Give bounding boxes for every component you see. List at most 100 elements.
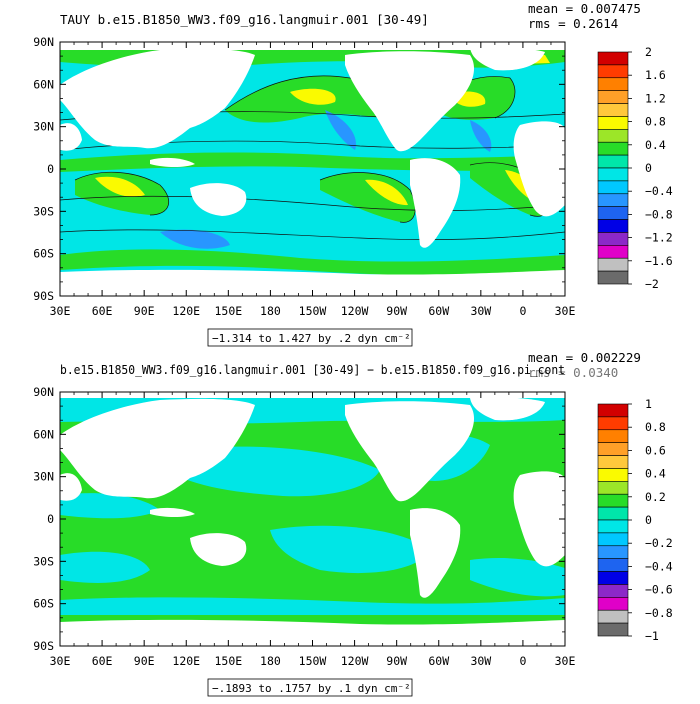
x-tick-label: 180 — [260, 304, 281, 318]
panel-difference: b.e15.B1850_WW3.f09_g16.langmuir.001 [30… — [33, 350, 673, 697]
colorbar-swatch — [597, 429, 629, 443]
y-tick-label: 0 — [47, 162, 54, 176]
x-tick-label: 90E — [134, 304, 155, 318]
mean-stat: mean = 0.007475 — [528, 1, 641, 16]
colorbar-label: 1.6 — [645, 68, 666, 82]
colorbar-label: −0.2 — [645, 536, 673, 550]
colorbar-swatch — [597, 116, 629, 130]
y-tick-label: 30S — [33, 554, 54, 568]
x-tick-label: 90W — [386, 304, 407, 318]
colorbar-label: −2 — [645, 277, 659, 291]
colorbar-swatch — [597, 103, 629, 117]
colorbar-label: 0 — [645, 161, 652, 175]
x-tick-label: 0 — [519, 654, 526, 668]
x-tick-label: 150W — [299, 304, 327, 318]
x-tick-label: 120W — [341, 304, 369, 318]
x-tick-label: 60W — [428, 654, 449, 668]
y-tick-label: 60S — [33, 597, 54, 611]
x-tick-label: 90W — [386, 654, 407, 668]
x-tick-label: 30E — [50, 304, 71, 318]
colorbar-swatch — [597, 558, 629, 572]
colorbar-swatch — [597, 270, 629, 285]
colorbar-label: −1.2 — [645, 231, 673, 245]
y-tick-label: 90S — [33, 639, 54, 653]
y-tick-label: 30N — [33, 120, 54, 134]
colorbar-swatch — [597, 167, 629, 182]
y-tick-label: 90N — [33, 35, 54, 49]
colorbar-label: −0.6 — [645, 583, 673, 597]
y-tick-label: 60N — [33, 77, 54, 91]
x-tick-label: 30W — [470, 654, 491, 668]
x-axis-ticks: 30E 60E 90E 120E 150E 180 150W 120W 90W 60W 30W 0 30… — [50, 42, 575, 318]
x-tick-label: 150E — [214, 654, 242, 668]
panel-title: b.e15.B1850_WW3.f09_g16.langmuir.001 [30… — [60, 362, 565, 377]
colorbar-label: 0.4 — [645, 138, 666, 152]
colorbar-label: 0.2 — [645, 490, 666, 504]
panel-total-tauy: TAUY b.e15.B1850_WW3.f09_g16.langmuir.00… — [33, 1, 673, 347]
x-tick-label: 30W — [470, 304, 491, 318]
mean-stat: mean = 0.002229 — [528, 350, 641, 365]
colorbar-label: 0.6 — [645, 443, 666, 457]
colorbar-swatch — [597, 129, 629, 143]
y-tick-label: 60S — [33, 247, 54, 261]
colorbar-swatch — [597, 481, 629, 495]
colorbar-swatch — [597, 609, 629, 624]
colorbar-swatch — [597, 416, 629, 431]
colorbar-swatch — [597, 219, 629, 233]
x-axis-ticks: 30E 60E 90E 120E 150E 180 150W 120W 90W 60W 30W 0 30… — [50, 392, 575, 668]
x-tick-label: 0 — [519, 304, 526, 318]
map-plot-area — [60, 392, 565, 646]
colorbar-swatch — [597, 584, 629, 598]
colorbar-swatch — [597, 141, 629, 156]
contour-range-box — [207, 328, 413, 347]
colorbar-swatch — [597, 571, 629, 585]
colorbar-label: 0.8 — [645, 420, 666, 434]
rms-stat: rms = 0.0340 — [528, 365, 618, 380]
panel-title: TAUY b.e15.B1850_WW3.f09_g16.langmuir.00… — [60, 12, 429, 27]
y-axis-ticks: 90N 60N 30N 0 30S 60S 90S — [33, 385, 565, 653]
y-tick-label: 60N — [33, 427, 54, 441]
y-tick-label: 30N — [33, 470, 54, 484]
x-tick-label: 120E — [172, 654, 200, 668]
colorbar-label: −0.8 — [645, 606, 673, 620]
colorbar: 2 1.6 1.2 0.8 0.4 0 −0.4 −0.8 −1.2 −1.6 −2 — [597, 45, 673, 291]
colorbar-swatch — [597, 232, 629, 246]
colorbar-swatch — [597, 193, 629, 207]
x-tick-label: 30E — [50, 654, 71, 668]
colorbar-swatch — [597, 519, 629, 534]
colorbar-swatch — [597, 51, 629, 66]
colorbar-swatch — [597, 545, 629, 559]
x-tick-label: 180 — [260, 654, 281, 668]
y-tick-label: 90N — [33, 385, 54, 399]
colorbar-label: 1.2 — [645, 91, 666, 105]
colorbar-label: −0.8 — [645, 207, 673, 221]
y-tick-label: 0 — [47, 512, 54, 526]
colorbar-label: 0 — [645, 513, 652, 527]
colorbar-swatch — [597, 64, 629, 79]
x-tick-label: 120W — [341, 654, 369, 668]
colorbar-swatch — [597, 493, 629, 508]
colorbar-swatch — [597, 455, 629, 469]
land-masks — [60, 42, 565, 296]
colorbar-swatch — [597, 257, 629, 272]
contour-range-note: −.1893 to .1757 by .1 dyn cm⁻² — [212, 682, 411, 695]
rms-stat: rms = 0.2614 — [528, 16, 618, 31]
contour-range-note: −1.314 to 1.427 by .2 dyn cm⁻² — [212, 332, 411, 345]
colorbar-swatch — [597, 90, 629, 104]
colorbar-label: −1 — [645, 629, 659, 643]
x-tick-label: 60W — [428, 304, 449, 318]
colorbar-swatch — [597, 180, 629, 195]
contour-range-box — [207, 678, 413, 697]
colorbar-swatch — [597, 206, 629, 220]
colorbar-label: 0.8 — [645, 115, 666, 129]
colorbar-swatch — [597, 597, 629, 611]
positive-regions — [60, 42, 565, 276]
colorbar-swatch — [597, 403, 629, 418]
colorbar-label: −1.6 — [645, 254, 673, 268]
colorbar-swatch — [597, 245, 629, 259]
y-tick-label: 90S — [33, 289, 54, 303]
colorbar-label: −0.4 — [645, 184, 673, 198]
x-tick-label: 150E — [214, 304, 242, 318]
x-tick-label: 90E — [134, 654, 155, 668]
